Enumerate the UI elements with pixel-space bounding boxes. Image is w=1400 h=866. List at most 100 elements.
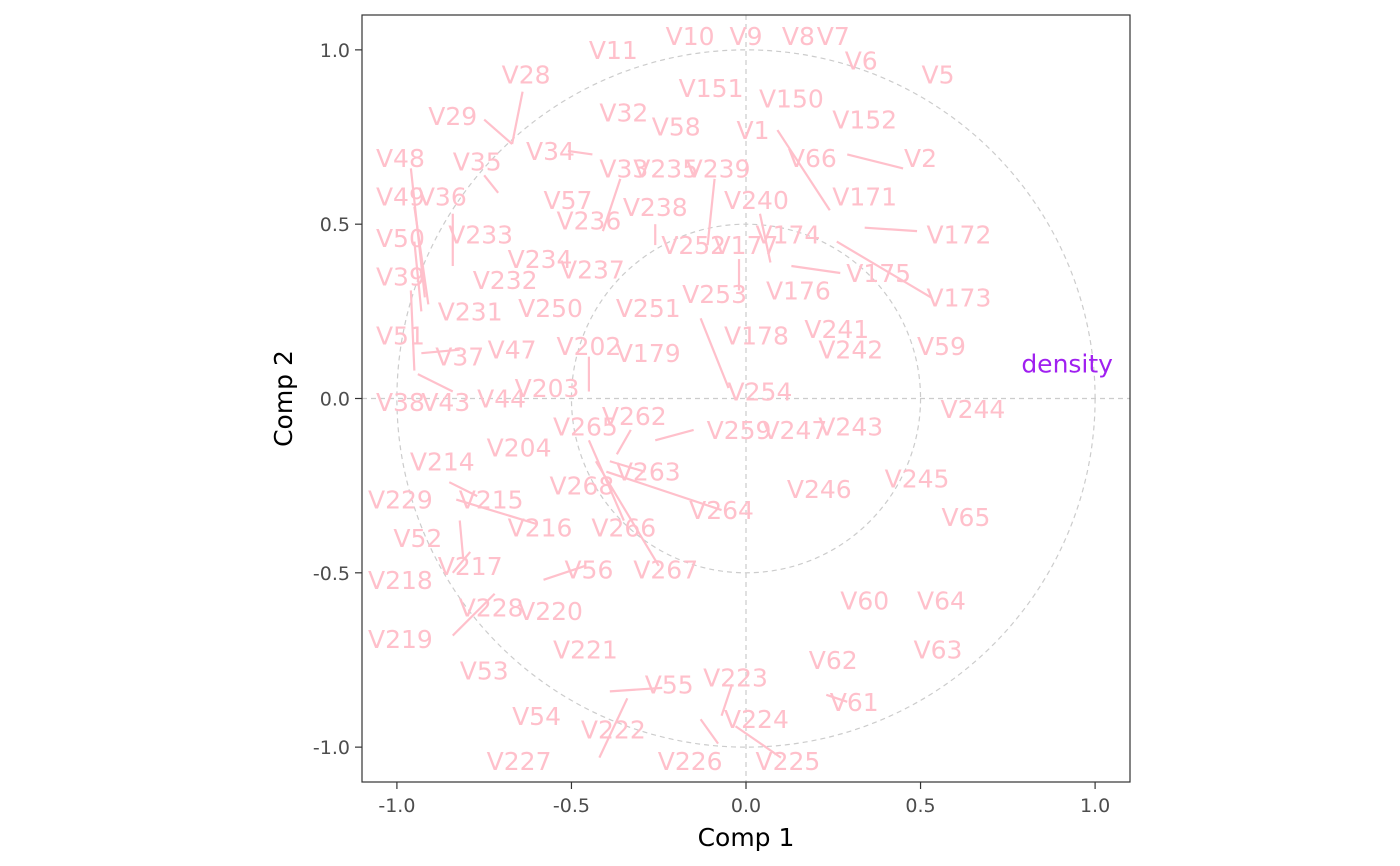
variable-label: V177 [714, 231, 779, 260]
leader-line [601, 178, 622, 232]
variable-label: V11 [589, 36, 638, 65]
variable-label: V38 [376, 388, 425, 417]
variable-label: V1 [736, 116, 769, 145]
variable-label: V52 [393, 524, 442, 553]
label-leader-lines [409, 91, 932, 759]
variable-label: V219 [368, 625, 433, 654]
variable-label: V214 [410, 447, 475, 476]
leader-line [706, 178, 716, 246]
leader-line [699, 317, 730, 389]
variable-label: V7 [817, 22, 850, 51]
variable-label: V242 [818, 336, 883, 365]
variable-label: V43 [421, 388, 470, 417]
variable-label: V47 [488, 336, 537, 365]
variable-label: V253 [682, 280, 747, 309]
variable-label: V58 [652, 113, 701, 142]
variable-label: V5 [921, 60, 954, 89]
variable-label: V251 [616, 294, 681, 323]
variable-label: V48 [376, 144, 425, 173]
variable-label: V175 [846, 259, 911, 288]
x-axis-ticks: -1.0 -0.5 0.0 0.5 1.0 [378, 782, 1110, 817]
leader-line [455, 498, 537, 526]
variable-label: V247 [762, 416, 827, 445]
variable-label: V2 [904, 144, 937, 173]
variable-label: V203 [515, 374, 580, 403]
variable-label: V238 [623, 193, 688, 222]
variable-label: V237 [560, 256, 625, 285]
variable-label: V64 [917, 587, 966, 616]
variable-label: V173 [927, 283, 992, 312]
y-tick-label: 0.5 [320, 214, 350, 236]
leader-line [421, 348, 460, 355]
variable-label: V39 [376, 262, 425, 291]
variable-label: V259 [707, 416, 772, 445]
variable-label: V217 [438, 552, 503, 581]
variable-label: V243 [818, 412, 883, 441]
variable-label: V240 [724, 186, 789, 215]
variable-label: V44 [477, 385, 526, 414]
leader-line [654, 428, 694, 442]
leader-line [451, 551, 472, 574]
leader-line [458, 520, 465, 559]
variable-label: V246 [787, 475, 852, 504]
target-label-group: density [1021, 350, 1113, 379]
leader-line [758, 213, 772, 263]
x-tick-label: 1.0 [1080, 795, 1110, 817]
y-axis-title: Comp 2 [269, 350, 298, 447]
variable-label: V50 [376, 224, 425, 253]
leader-line [483, 118, 513, 145]
variable-label: V266 [591, 513, 656, 542]
leader-line [598, 697, 629, 759]
leader-line [846, 153, 904, 170]
variable-label: V220 [518, 597, 583, 626]
target-variable-label: density [1021, 350, 1113, 379]
variable-label: V263 [616, 458, 681, 487]
variable-label: V56 [564, 555, 613, 584]
variable-label: V231 [438, 297, 503, 326]
variable-label: V267 [633, 555, 698, 584]
variable-label: V33 [599, 154, 648, 183]
leader-line [594, 460, 660, 567]
x-axis-title: Comp 1 [698, 823, 795, 852]
x-tick-label: 0.0 [731, 795, 761, 817]
variable-label: V252 [661, 231, 726, 260]
variable-label: V262 [602, 402, 667, 431]
variable-label: V10 [666, 22, 715, 51]
variable-label: V245 [885, 465, 950, 494]
leader-line [776, 129, 831, 211]
variable-label: V204 [487, 433, 552, 462]
variable-label: V60 [840, 587, 889, 616]
variable-label: V54 [512, 702, 561, 731]
leader-line [511, 91, 524, 145]
leader-line [543, 564, 586, 581]
variable-label: V218 [368, 566, 433, 595]
variable-label: V236 [556, 207, 621, 236]
variable-label: V9 [729, 22, 762, 51]
variable-label: V57 [544, 186, 593, 215]
variable-label: V53 [460, 656, 509, 685]
y-axis-ticks: -1.0 -0.5 0.0 0.5 1.0 [313, 40, 362, 759]
leader-line [606, 470, 722, 512]
y-tick-label: 0.0 [320, 389, 350, 411]
leader-line [699, 718, 719, 745]
leader-line [413, 241, 423, 312]
leader-line [609, 686, 663, 693]
variable-label: V49 [376, 182, 425, 211]
chart-guides [362, 15, 1130, 782]
variable-label: V152 [832, 106, 897, 135]
variable-label: V178 [724, 322, 789, 351]
leader-line [448, 481, 478, 498]
variable-label: V55 [645, 670, 694, 699]
variable-label: V254 [728, 378, 793, 407]
variable-label: V241 [804, 315, 869, 344]
variable-label: V36 [418, 182, 467, 211]
variable-label: V174 [755, 221, 820, 250]
y-tick-label: 1.0 [320, 40, 350, 62]
variable-label: V66 [788, 144, 837, 173]
variable-label: V151 [679, 74, 744, 103]
leader-line [720, 684, 734, 717]
variable-label: V265 [553, 412, 618, 441]
leader-line [413, 206, 430, 305]
